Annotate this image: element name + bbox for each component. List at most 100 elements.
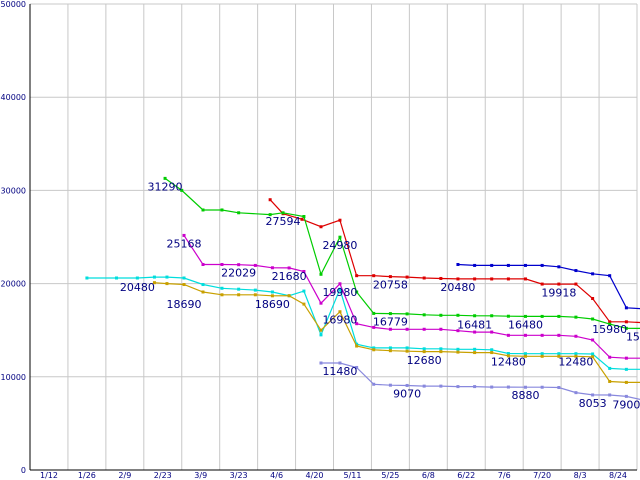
- data-point: [490, 351, 494, 355]
- data-point: [557, 352, 561, 356]
- data-point: [270, 266, 274, 270]
- data-point: [372, 325, 376, 329]
- data-point: [152, 281, 156, 285]
- data-point: [456, 329, 460, 333]
- x-tick-label: 1/26: [78, 471, 96, 480]
- data-point: [574, 352, 578, 356]
- data-point: [388, 327, 392, 331]
- data-point: [338, 310, 342, 314]
- x-tick-label: 3/23: [230, 471, 248, 480]
- data-point: [608, 379, 612, 383]
- data-point: [388, 275, 392, 279]
- data-point: [506, 314, 510, 318]
- data-point: [319, 361, 323, 365]
- data-point: [302, 289, 306, 293]
- data-point: [456, 313, 460, 317]
- data-point: [557, 333, 561, 337]
- x-tick-label: 4/6: [270, 471, 283, 480]
- data-point: [574, 282, 578, 286]
- data-point: [237, 211, 241, 215]
- data-point: [506, 385, 510, 389]
- data-point: [300, 217, 304, 221]
- data-point: [220, 293, 224, 297]
- data-point: [372, 346, 376, 350]
- data-point: [422, 384, 426, 388]
- data-point: [608, 366, 612, 370]
- data-point: [338, 361, 342, 365]
- chart-data-labels: 31290 27594 24980 25168 22029 21680 20480 20758…: [120, 180, 640, 411]
- data-label: 16980: [322, 314, 357, 327]
- x-tick-label: 7/6: [498, 471, 511, 480]
- x-tick-label: 7/20: [533, 471, 551, 480]
- series-path: [457, 263, 640, 310]
- data-point: [302, 302, 306, 306]
- series-path: [183, 235, 640, 359]
- data-point: [182, 233, 186, 237]
- data-point: [422, 347, 426, 351]
- data-point: [490, 348, 494, 352]
- data-point: [608, 355, 612, 359]
- data-point: [540, 314, 544, 318]
- data-point: [270, 290, 274, 294]
- data-label: 20480: [120, 281, 155, 294]
- data-point: [591, 297, 595, 301]
- data-label: 24980: [322, 239, 357, 252]
- data-label: 19918: [541, 286, 576, 299]
- data-point: [540, 354, 544, 358]
- data-point: [268, 198, 272, 202]
- data-point: [253, 263, 257, 267]
- data-point: [557, 265, 561, 269]
- data-point: [490, 385, 494, 389]
- data-point: [201, 262, 205, 266]
- data-point: [338, 287, 342, 291]
- data-point: [473, 330, 477, 334]
- data-point: [237, 263, 241, 267]
- data-point: [490, 314, 494, 318]
- data-point: [281, 211, 285, 215]
- x-tick-label: 8/3: [574, 471, 587, 480]
- data-point: [624, 320, 628, 324]
- data-point: [182, 276, 186, 280]
- series-line: [85, 275, 640, 371]
- series-line: [152, 281, 640, 384]
- data-point: [302, 269, 306, 273]
- data-point: [557, 314, 561, 318]
- y-tick-label: 10000: [1, 373, 26, 382]
- data-point: [405, 383, 409, 387]
- data-point: [557, 282, 561, 286]
- data-label: 16480: [508, 318, 543, 331]
- data-point: [624, 380, 628, 384]
- data-point: [165, 275, 169, 279]
- x-tick-label: 4/20: [306, 471, 324, 480]
- data-point: [319, 272, 323, 276]
- data-point: [456, 347, 460, 351]
- data-label: 20480: [440, 281, 475, 294]
- data-point: [591, 352, 595, 356]
- data-point: [591, 355, 595, 359]
- y-tick-label: 20000: [1, 280, 26, 289]
- data-point: [540, 352, 544, 356]
- y-tick-label: 30000: [1, 186, 26, 195]
- data-point: [165, 282, 169, 286]
- data-label: 12680: [407, 354, 442, 367]
- y-tick-label: 40000: [1, 93, 26, 102]
- data-point: [180, 188, 184, 192]
- data-point: [490, 277, 494, 281]
- data-point: [372, 348, 376, 352]
- data-point: [372, 382, 376, 386]
- data-point: [608, 274, 612, 278]
- data-point: [608, 393, 612, 397]
- data-point: [506, 263, 510, 267]
- data-point: [220, 208, 224, 212]
- data-point: [201, 283, 205, 287]
- data-point: [237, 293, 241, 297]
- data-point: [355, 322, 359, 326]
- data-point: [473, 385, 477, 389]
- data-point: [523, 333, 527, 337]
- data-label: 18690: [255, 298, 290, 311]
- data-point: [439, 276, 443, 280]
- data-point: [422, 276, 426, 280]
- data-point: [540, 333, 544, 337]
- data-point: [439, 347, 443, 351]
